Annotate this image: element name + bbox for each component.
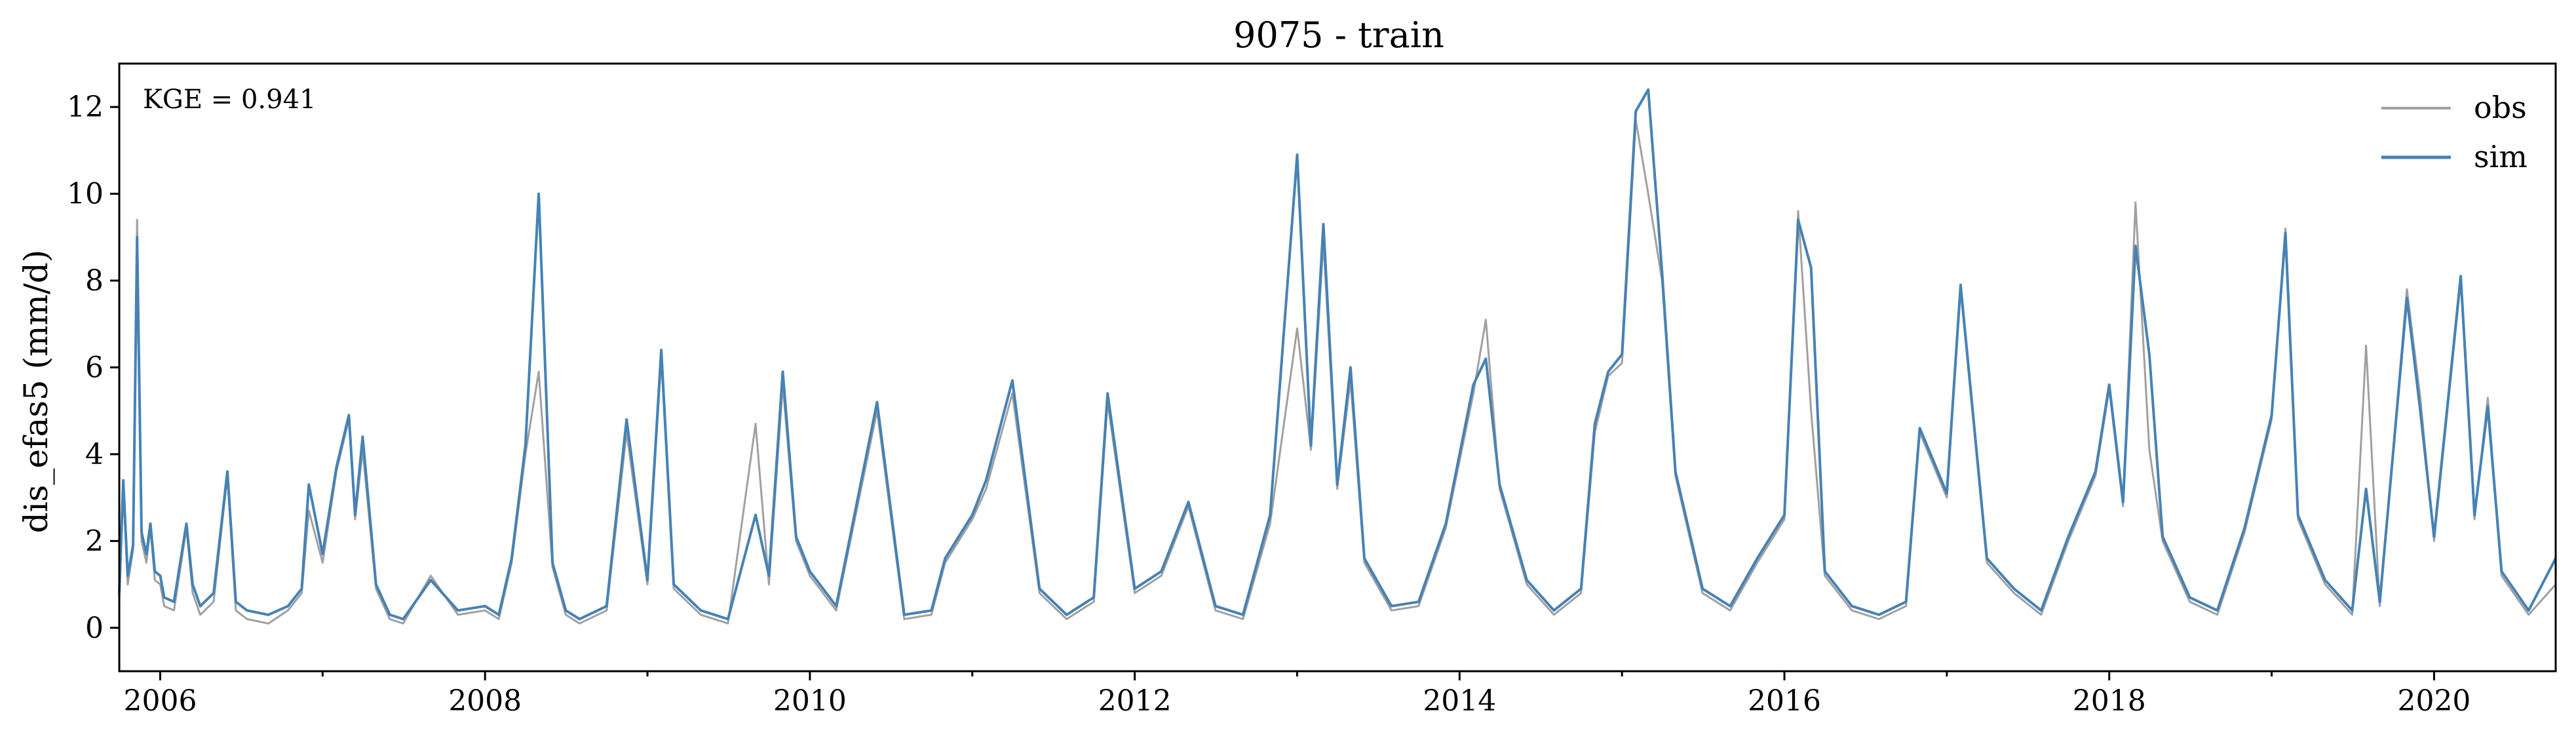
- plot-area: KGE = 0.941: [118, 62, 2557, 673]
- series-line-sim: [118, 88, 2557, 621]
- legend: obs sim: [2381, 90, 2528, 174]
- y-tick-label: 8: [85, 264, 104, 298]
- x-tick-label: 2006: [123, 684, 197, 718]
- y-tick-label: 4: [85, 438, 104, 471]
- x-tick-label: 2020: [2397, 684, 2470, 718]
- legend-label-obs: obs: [2474, 90, 2527, 125]
- y-tick-label: 2: [85, 524, 104, 558]
- y-tick-label: 6: [85, 351, 104, 385]
- y-tick-label: 12: [67, 90, 104, 124]
- y-axis: 0 2 4 6 8 10 12: [67, 90, 119, 645]
- legend-label-sim: sim: [2474, 139, 2528, 174]
- series-line-obs: [118, 119, 2557, 625]
- x-tick-label: 2010: [773, 684, 847, 718]
- kge-annotation: KGE = 0.941: [143, 85, 317, 115]
- x-tick-label: 2012: [1098, 684, 1172, 718]
- x-tick-label: 2014: [1423, 684, 1496, 718]
- x-tick-label: 2016: [1748, 684, 1821, 718]
- x-tick-label: 2008: [448, 684, 522, 718]
- y-tick-label: 0: [85, 612, 104, 645]
- y-tick-label: 10: [67, 178, 104, 211]
- chart-title: 9075 - train: [1233, 14, 1444, 56]
- y-axis-label: dis_efas5 (mm/d): [17, 250, 55, 534]
- x-tick-label: 2018: [2073, 684, 2146, 718]
- series-layer: [118, 88, 2557, 625]
- x-axis: 2006 2008 2010 2012 2014 2016 2018 2020: [123, 671, 2470, 718]
- plot-frame: [118, 62, 2557, 673]
